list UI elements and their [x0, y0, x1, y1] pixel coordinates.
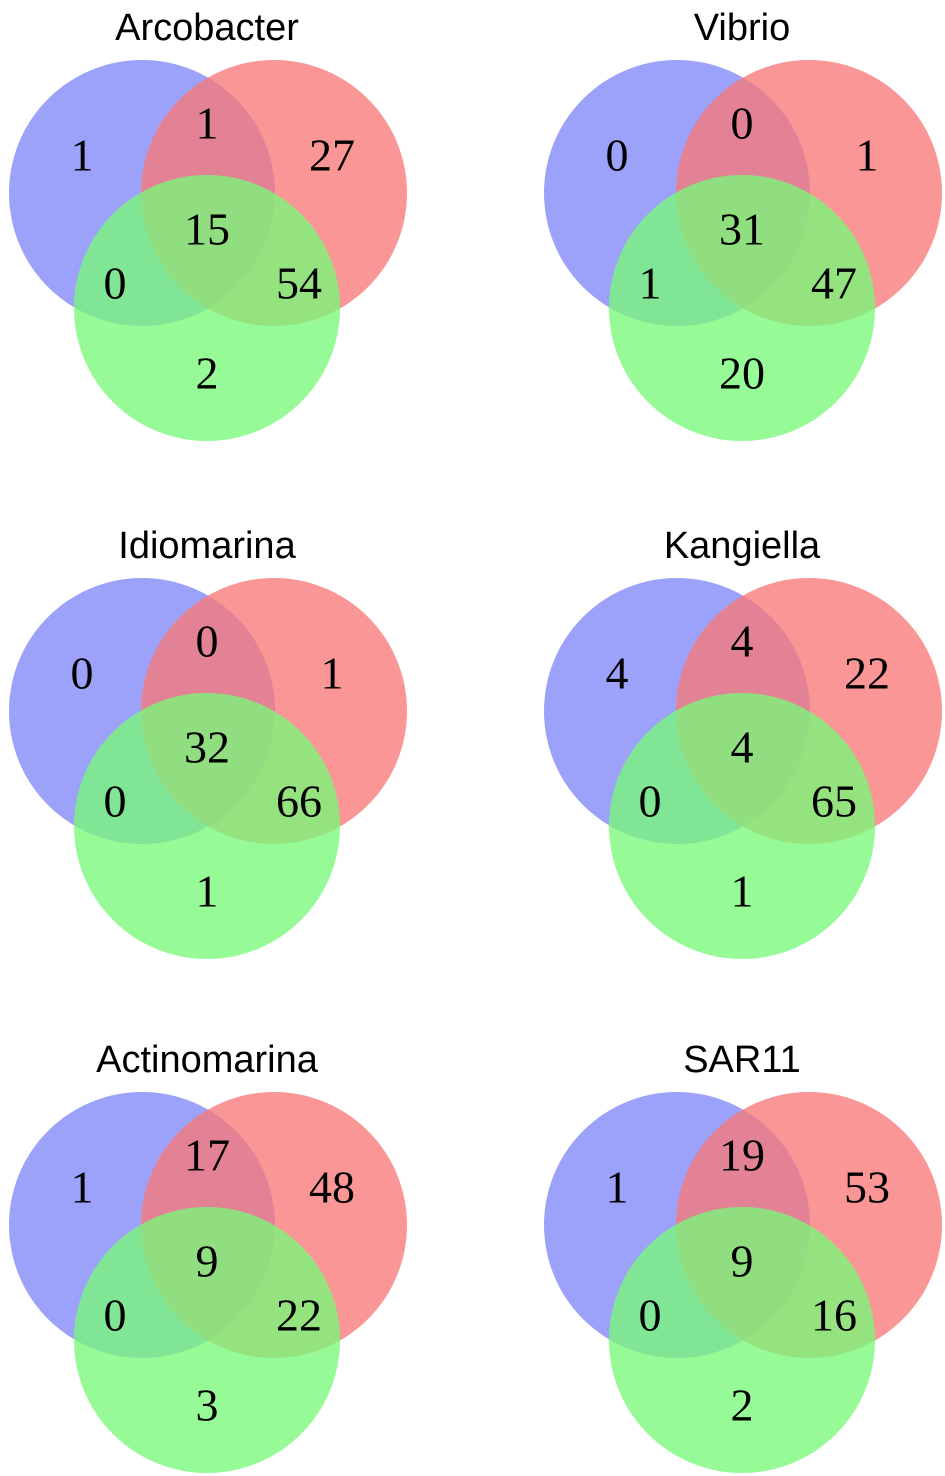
diagram-title: Kangiella: [664, 525, 821, 567]
region-label-red-only: 22: [844, 648, 890, 699]
region-label-center: 4: [731, 722, 754, 773]
green-set-circle: [609, 175, 875, 441]
venn-diagram: Idiomarina 0 1 0 32 0 66 1: [9, 525, 407, 959]
diagram-title: SAR11: [683, 1039, 801, 1081]
region-label-red-green: 22: [276, 1290, 322, 1341]
region-label-center: 32: [184, 722, 230, 773]
region-label-center: 9: [731, 1236, 754, 1287]
region-label-red-green: 65: [811, 776, 857, 827]
region-label-center: 31: [719, 204, 765, 255]
venn-diagram: Actinomarina 1 48 17 9 0 22 3: [9, 1039, 407, 1473]
region-label-blue-green: 0: [104, 776, 127, 827]
region-label-red-green: 16: [811, 1290, 857, 1341]
region-label-blue-only: 1: [71, 1162, 94, 1213]
region-label-blue-only: 1: [606, 1162, 629, 1213]
diagram-title: Vibrio: [694, 7, 790, 49]
green-set-circle: [609, 693, 875, 959]
region-label-center: 9: [196, 1236, 219, 1287]
region-label-blue-red: 0: [731, 98, 754, 149]
region-label-red-green: 47: [811, 258, 857, 309]
green-set-circle: [609, 1207, 875, 1473]
region-label-red-green: 66: [276, 776, 322, 827]
diagram-title: Arcobacter: [115, 7, 299, 49]
green-set-circle: [74, 693, 340, 959]
region-label-blue-red: 0: [196, 616, 219, 667]
venn-diagram: Vibrio 0 1 0 31 1 47 20: [544, 7, 942, 441]
region-label-red-green: 54: [276, 258, 322, 309]
region-label-blue-only: 1: [71, 130, 94, 181]
region-label-blue-red: 19: [719, 1130, 765, 1181]
region-label-red-only: 1: [321, 648, 344, 699]
region-label-blue-green: 1: [639, 258, 662, 309]
region-label-blue-only: 4: [606, 648, 629, 699]
region-label-blue-red: 1: [196, 98, 219, 149]
region-label-red-only: 48: [309, 1162, 355, 1213]
green-set-circle: [74, 175, 340, 441]
diagram-title: Idiomarina: [118, 525, 296, 567]
region-label-green-only: 20: [719, 348, 765, 399]
region-label-green-only: 1: [731, 866, 754, 917]
region-label-blue-green: 0: [639, 1290, 662, 1341]
region-label-blue-red: 17: [184, 1130, 230, 1181]
green-set-circle: [74, 1207, 340, 1473]
region-label-blue-green: 0: [104, 1290, 127, 1341]
region-label-blue-only: 0: [71, 648, 94, 699]
region-label-center: 15: [184, 204, 230, 255]
region-label-green-only: 2: [731, 1380, 754, 1431]
region-label-blue-only: 0: [606, 130, 629, 181]
venn-diagram: Kangiella 4 22 4 4 0 65 1: [544, 525, 942, 959]
region-label-green-only: 3: [196, 1380, 219, 1431]
diagram-title: Actinomarina: [96, 1039, 319, 1081]
venn-diagram: SAR11 1 53 19 9 0 16 2: [544, 1039, 942, 1473]
venn-diagram: Arcobacter 1 27 1 15 0 54 2: [9, 7, 407, 441]
region-label-green-only: 1: [196, 866, 219, 917]
region-label-red-only: 53: [844, 1162, 890, 1213]
region-label-green-only: 2: [196, 348, 219, 399]
region-label-blue-green: 0: [104, 258, 127, 309]
region-label-red-only: 1: [856, 130, 879, 181]
region-label-red-only: 27: [309, 130, 355, 181]
region-label-blue-green: 0: [639, 776, 662, 827]
region-label-blue-red: 4: [731, 616, 754, 667]
